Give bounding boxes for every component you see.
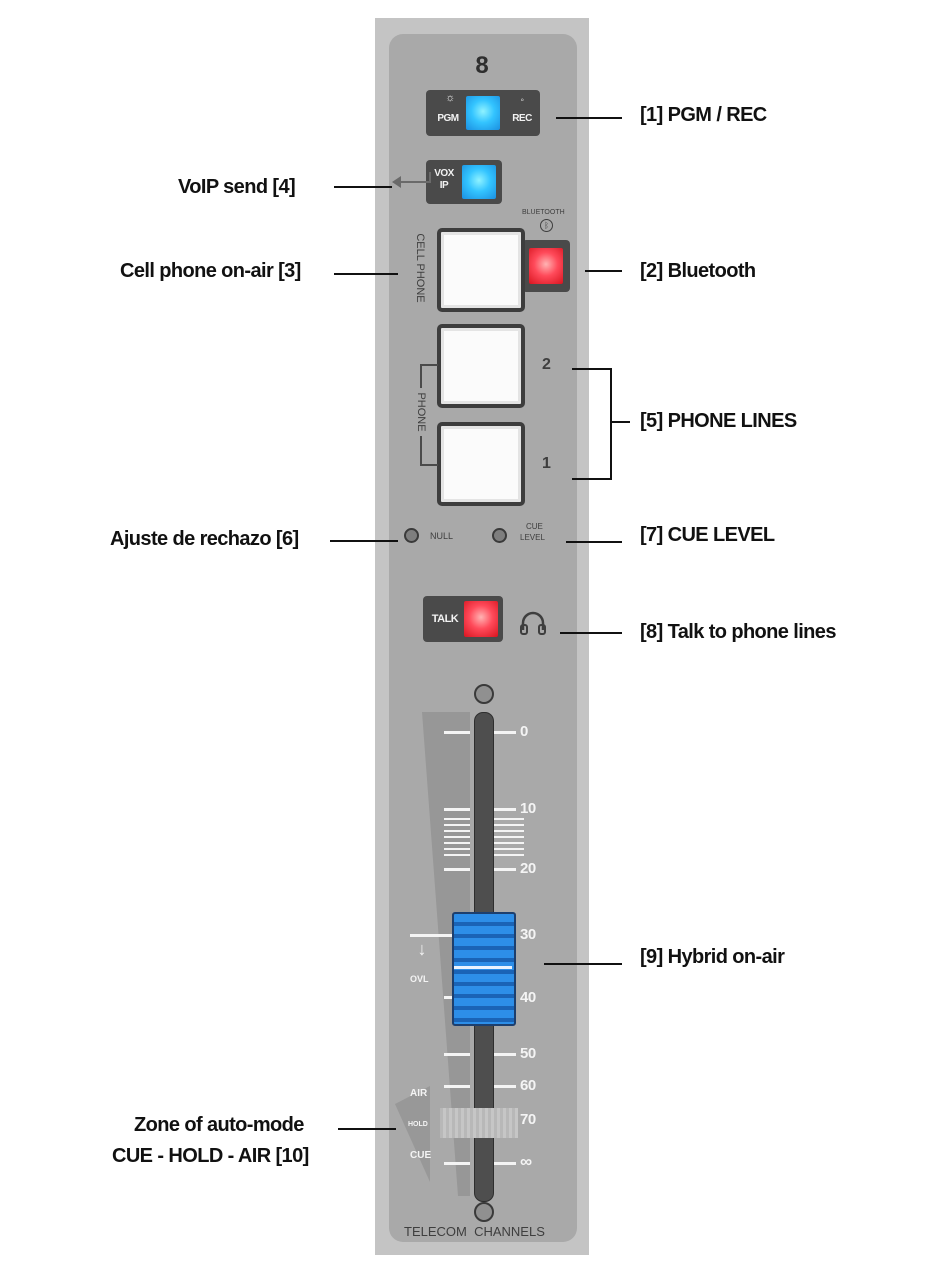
null-label: NULL	[430, 531, 454, 541]
scale-tick-20-left	[444, 868, 470, 871]
talk-label: TALK	[431, 613, 459, 625]
scale-tick-50-right	[494, 1053, 516, 1056]
scale-tick-10-left	[444, 808, 470, 811]
scale-label-20: 20	[520, 860, 536, 877]
voip-leader	[334, 186, 392, 188]
scale-tick-inf-left	[444, 1162, 470, 1165]
cue-level-knob[interactable]	[492, 528, 507, 543]
rec-label: REC	[512, 113, 532, 124]
vox-label: VOX	[434, 168, 454, 179]
scale-tick-10-right	[494, 808, 516, 811]
cue-level-callout: [7] CUE LEVEL	[640, 524, 775, 546]
phone-line-1-button[interactable]	[437, 422, 525, 506]
phone-lines-callout: [5] PHONE LINES	[640, 410, 797, 432]
pgm-sun-icon: ☼	[445, 92, 455, 104]
zone-hold-label: HOLD	[408, 1121, 428, 1128]
scale-tick-50-left	[444, 1053, 470, 1056]
talk-button[interactable]	[464, 601, 498, 637]
scale-label-70: 70	[520, 1111, 536, 1128]
null-leader	[330, 540, 398, 542]
strip-footer-label: TELECOM CHANNELS	[404, 1224, 545, 1239]
ip-label: IP	[439, 180, 449, 191]
scale-tick-0-right	[494, 731, 516, 734]
zone-callout-line-2: CUE - HOLD - AIR [10]	[112, 1145, 309, 1167]
scale-label-40: 40	[520, 989, 536, 1006]
scale-fine-ticks-left	[444, 818, 470, 858]
phone-lines-leader	[610, 421, 630, 423]
fader-bottom-screw-icon	[474, 1202, 494, 1222]
pgm-rec-button[interactable]	[466, 96, 500, 130]
voip-callout: VoIP send [4]	[178, 176, 296, 198]
cell-phone-callout: Cell phone on-air [3]	[120, 260, 301, 282]
scale-label-inf: ∞	[520, 1152, 532, 1171]
scale-label-50: 50	[520, 1045, 536, 1062]
voip-arrow-icon	[392, 172, 431, 188]
phone-bracket-bottom	[420, 436, 438, 466]
phone-bracket-top	[420, 364, 438, 396]
scale-label-60: 60	[520, 1077, 536, 1094]
ovl-label: OVL	[410, 974, 429, 984]
scale-label-30: 30	[520, 926, 536, 943]
pgm-rec-callout: [1] PGM / REC	[640, 104, 767, 126]
cue-level-label-2: LEVEL	[520, 533, 545, 542]
null-trim-knob[interactable]	[404, 528, 419, 543]
cell-phone-button[interactable]	[437, 228, 525, 312]
scale-tick-60-left	[444, 1085, 470, 1088]
line-1-number: 1	[542, 455, 551, 472]
bluetooth-icon: ᛒ	[540, 219, 553, 232]
zone-leader	[338, 1128, 396, 1130]
talk-leader	[560, 632, 622, 634]
phone-lines-bracket	[572, 368, 612, 480]
bluetooth-callout: [2] Bluetooth	[640, 260, 756, 282]
talk-callout: [8] Talk to phone lines	[640, 621, 836, 643]
null-callout: Ajuste de rechazo [6]	[110, 528, 299, 550]
channel-number: 8	[475, 52, 489, 79]
pgm-rec-leader	[556, 117, 622, 119]
hybrid-fader-knob[interactable]	[452, 912, 516, 1026]
zone-cue-label: CUE	[410, 1150, 432, 1161]
scale-label-10: 10	[520, 800, 536, 817]
hybrid-callout: [9] Hybrid on-air	[640, 946, 785, 968]
scale-fine-ticks-right	[494, 818, 524, 858]
zone-callout-line-1: Zone of auto-mode	[134, 1114, 304, 1136]
rec-dot-icon: ◦	[520, 95, 524, 106]
cell-phone-leader	[334, 273, 398, 275]
cue-level-leader	[566, 541, 622, 543]
fader-knob-center-line	[454, 966, 512, 969]
scale-tick-60-right	[494, 1085, 516, 1088]
scale-tick-30-left	[410, 934, 470, 937]
bluetooth-button[interactable]	[529, 248, 563, 284]
cue-level-label-1: CUE	[526, 522, 543, 531]
hybrid-leader	[544, 963, 622, 965]
line-2-number: 2	[542, 356, 551, 373]
phone-line-2-button[interactable]	[437, 324, 525, 408]
zone-air-label: AIR	[410, 1088, 428, 1099]
fader-top-screw-icon	[474, 684, 494, 704]
pgm-label: PGM	[437, 113, 459, 124]
hold-zone-band	[440, 1108, 518, 1138]
scale-tick-inf-right	[494, 1162, 516, 1165]
bluetooth-label: BLUETOOTH	[522, 209, 565, 216]
headphones-icon	[520, 611, 546, 635]
scale-tick-20-right	[494, 868, 516, 871]
scale-tick-0-left	[444, 731, 470, 734]
voip-send-button[interactable]	[462, 165, 496, 199]
bluetooth-leader	[585, 270, 622, 272]
scale-label-0: 0	[520, 723, 528, 740]
ovl-arrow-icon: ↓	[417, 939, 427, 959]
